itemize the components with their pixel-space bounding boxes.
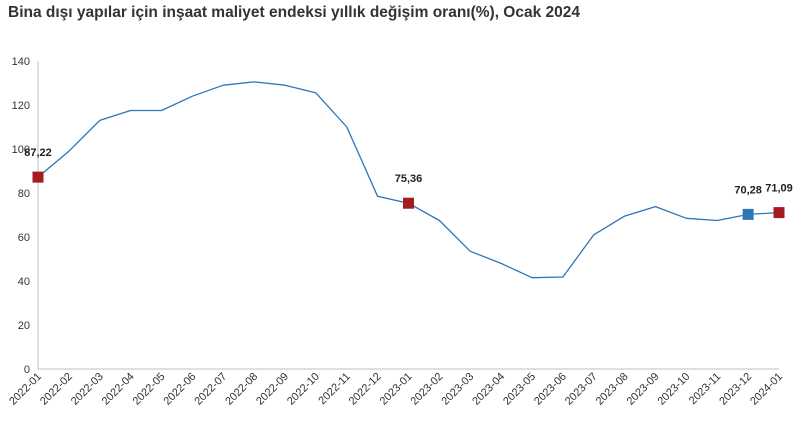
- y-tick-label: 0: [24, 364, 30, 376]
- x-tick-label: 2022-03: [69, 371, 106, 408]
- x-tick-label: 2023-05: [501, 371, 538, 408]
- y-tick-label: 20: [18, 320, 30, 332]
- x-tick-label: 2023-04: [470, 371, 507, 408]
- x-tick-label: 2022-05: [131, 371, 168, 408]
- y-tick-label: 140: [12, 56, 30, 68]
- x-tick-labels: 2022-012022-022022-032022-042022-052022-…: [7, 371, 785, 408]
- x-tick-label: 2022-09: [254, 371, 291, 408]
- x-tick-label: 2023-08: [594, 371, 631, 408]
- x-tick-label: 2023-01: [378, 371, 415, 408]
- y-tick-label: 60: [18, 232, 30, 244]
- x-tick-label: 2022-01: [7, 371, 44, 408]
- x-tick-label: 2023-03: [439, 371, 476, 408]
- x-tick-label: 2023-10: [655, 371, 692, 408]
- data-label: 70,28: [734, 184, 762, 196]
- y-tick-label: 80: [18, 188, 30, 200]
- data-point-marker: [403, 197, 414, 209]
- chart-title: Bina dışı yapılar için inşaat maliyet en…: [8, 4, 581, 21]
- y-tick-label: 100: [12, 144, 30, 156]
- axes: [37, 61, 779, 370]
- x-tick-label: 2022-02: [38, 371, 75, 408]
- x-tick-label: 2022-07: [192, 371, 229, 408]
- x-tick-label: 2023-02: [408, 371, 445, 408]
- y-tick-label: 120: [12, 100, 30, 112]
- x-tick-label: 2022-11: [316, 371, 352, 407]
- data-labels: 87,22 75,36 70,28 71,09: [24, 147, 793, 196]
- data-label: 87,22: [24, 147, 52, 159]
- x-tick-label: 2023-12: [717, 371, 754, 408]
- x-tick-label: 2023-09: [625, 371, 662, 408]
- data-label: 71,09: [765, 183, 793, 195]
- x-tick-label: 2022-12: [347, 371, 384, 408]
- x-tick-label: 2023-06: [532, 371, 569, 408]
- y-tick-label: 40: [18, 276, 30, 288]
- highlight-markers: [32, 171, 785, 220]
- data-point-marker: [32, 171, 44, 183]
- y-tick-labels: 0 20 40 60 80 100 120 140: [12, 56, 30, 376]
- x-tick-label: 2022-08: [223, 371, 260, 408]
- x-tick-label: 2022-10: [285, 371, 322, 408]
- x-tick-label: 2022-04: [100, 371, 137, 408]
- data-point-marker: [742, 208, 754, 220]
- x-tick-label: 2024-01: [748, 371, 785, 408]
- data-label: 75,36: [395, 173, 423, 185]
- data-point-marker: [773, 207, 785, 219]
- x-tick-label: 2023-07: [563, 371, 600, 408]
- x-tick-label: 2023-11: [687, 371, 723, 407]
- x-tick-label: 2022-06: [161, 371, 198, 408]
